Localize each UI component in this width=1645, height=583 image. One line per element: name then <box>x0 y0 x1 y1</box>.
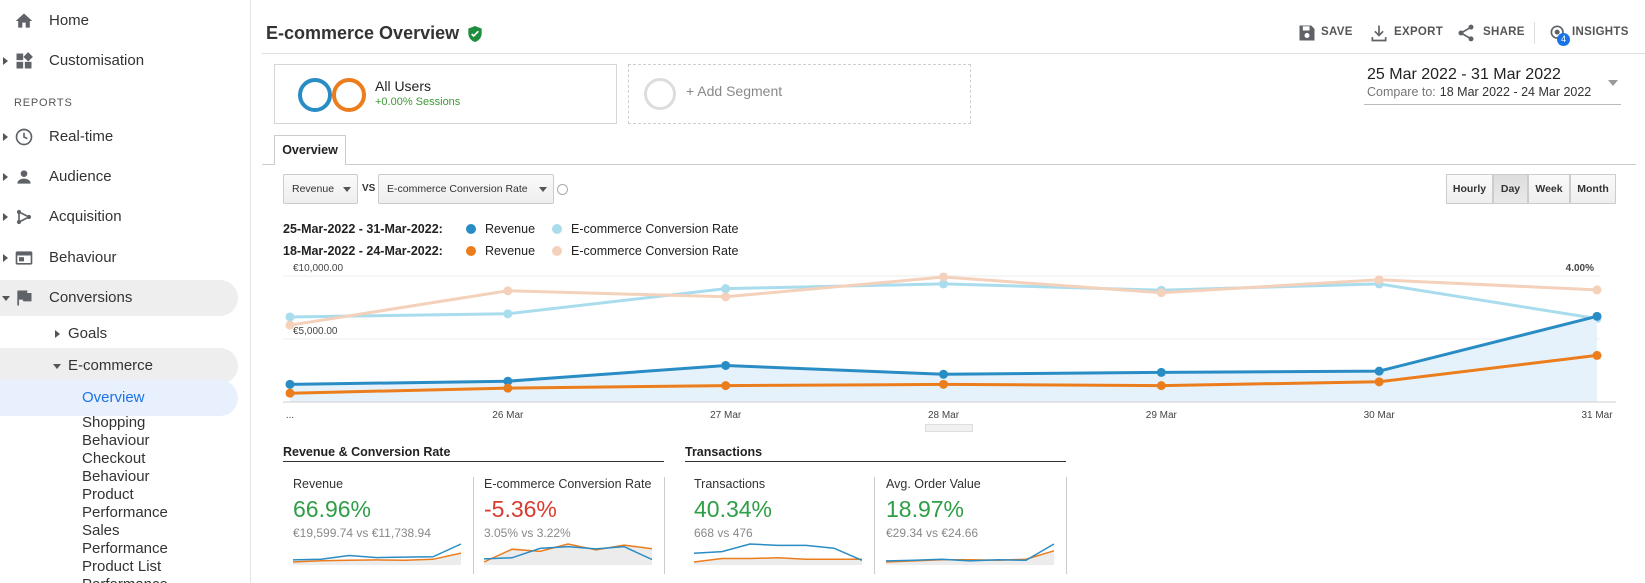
group-title: Transactions <box>685 445 763 459</box>
nav-icon <box>15 251 33 265</box>
page-title: E-commerce Overview <box>266 23 460 43</box>
granularity-button[interactable]: Day <box>1493 174 1528 204</box>
card-divider <box>874 477 875 574</box>
card-change: 18.97% <box>886 496 965 522</box>
tab[interactable]: Overview <box>274 135 346 165</box>
card-label: E-commerce Conversion Rate <box>484 477 652 491</box>
expand-caret <box>53 364 61 369</box>
expand-caret <box>3 213 8 221</box>
segment-ring <box>332 78 366 112</box>
sidebar: Home Customisation REPORTS Real-time Audienc… <box>0 0 250 583</box>
header-action[interactable]: INSIGHTS <box>1572 26 1629 38</box>
nav-highlight <box>0 348 238 384</box>
chart-resize-handle[interactable] <box>925 424 973 432</box>
card-divider <box>473 477 474 574</box>
card-label: Avg. Order Value <box>886 477 981 491</box>
page-header: E-commerce Overview <box>266 23 483 44</box>
nav-highlight <box>0 380 238 416</box>
expand-caret <box>2 296 10 301</box>
nav-highlight <box>0 280 238 316</box>
card-comparison: 3.05% vs 3.22% <box>484 526 571 540</box>
date-range[interactable]: 25 Mar 2022 - 31 Mar 2022 <box>1367 66 1561 83</box>
date-caret[interactable] <box>1608 80 1618 86</box>
granularity-button[interactable]: Week <box>1528 174 1570 204</box>
section-label: REPORTS <box>14 97 73 109</box>
nav-icon <box>16 209 32 225</box>
card-change: 66.96% <box>293 496 372 522</box>
group-title: Revenue & Conversion Rate <box>283 445 451 459</box>
nav-item[interactable]: Real-time <box>49 128 114 145</box>
nav-item[interactable]: Customisation <box>49 52 145 69</box>
group-underline <box>283 461 664 462</box>
expand-caret <box>3 133 8 141</box>
compare-label: Compare to: <box>1367 85 1436 99</box>
granularity-button[interactable]: Hourly <box>1446 174 1493 204</box>
nav-item[interactable]: Product Performance <box>82 486 168 521</box>
segment-change: +0.00% Sessions <box>375 96 461 108</box>
card-label: Transactions <box>694 477 766 491</box>
nav-item[interactable]: Audience <box>49 168 112 185</box>
compare-row: Compare to: 18 Mar 2022 - 24 Mar 2022 <box>1367 85 1591 99</box>
compare-range: 18 Mar 2022 - 24 Mar 2022 <box>1439 85 1592 99</box>
action-divider <box>1534 22 1535 44</box>
segment-name: All Users <box>375 78 432 94</box>
nav-icon <box>17 290 32 306</box>
nav-icon <box>15 13 33 28</box>
segment-ring <box>298 78 332 112</box>
card-label: Revenue <box>293 477 344 491</box>
nav-item[interactable]: Sales Performance <box>82 522 168 557</box>
header-action[interactable]: SHARE <box>1483 26 1525 38</box>
metric-dropdown[interactable]: E-commerce Conversion Rate <box>378 174 554 204</box>
nav-item[interactable]: Overview <box>82 389 145 406</box>
add-segment-ring <box>644 78 676 110</box>
expand-caret <box>3 254 8 262</box>
remove-metric[interactable] <box>557 184 568 195</box>
granularity-button[interactable]: Month <box>1570 174 1616 204</box>
action-icon <box>1371 25 1387 42</box>
dropdown-text: Revenue <box>292 183 335 195</box>
dropdown-caret <box>539 187 547 192</box>
nav-item[interactable]: Product List Performance <box>82 558 168 583</box>
add-segment[interactable] <box>628 64 971 124</box>
expand-caret <box>3 57 8 65</box>
card-comparison: 668 vs 476 <box>694 526 753 540</box>
tab-line <box>262 164 1636 165</box>
nav-item[interactable]: E-commerce <box>68 357 154 374</box>
nav-item[interactable]: Conversions <box>49 289 133 306</box>
card-comparison: €29.34 vs €24.66 <box>886 526 979 540</box>
header-divider <box>262 53 1645 54</box>
expand-caret <box>3 173 8 181</box>
nav-item[interactable]: Checkout Behaviour <box>82 450 150 485</box>
header-action[interactable]: SAVE <box>1321 26 1353 38</box>
add-segment-label[interactable]: + Add Segment <box>686 83 783 99</box>
group-underline <box>685 461 1066 462</box>
card-divider <box>1066 477 1067 574</box>
dropdown-text: E-commerce Conversion Rate <box>387 183 528 195</box>
action-icon <box>1458 24 1474 42</box>
expand-caret <box>55 330 60 338</box>
nav-item[interactable]: Acquisition <box>49 208 122 225</box>
dropdown-caret <box>343 187 351 192</box>
metric-dropdown[interactable]: Revenue <box>283 174 358 204</box>
nav-icon <box>15 128 33 146</box>
card-divider <box>664 477 665 574</box>
card-change: -5.36% <box>484 496 557 522</box>
header-action[interactable]: EXPORT <box>1394 26 1444 38</box>
card-change: 40.34% <box>694 496 773 522</box>
card-comparison: €19,599.74 vs €11,738.94 <box>293 526 431 540</box>
nav-item[interactable]: Home <box>49 12 90 29</box>
action-icon <box>1299 25 1315 41</box>
nav-icon <box>16 52 33 69</box>
nav-item[interactable]: Behaviour <box>49 249 117 266</box>
date-underline <box>1364 104 1621 105</box>
nav-icon <box>17 170 31 184</box>
nav-item[interactable]: Shopping Behaviour <box>82 414 150 449</box>
insights-badge: 4 <box>1557 33 1570 46</box>
nav-item[interactable]: Goals <box>68 325 108 342</box>
vs-label: VS <box>362 183 376 194</box>
verified-icon <box>468 25 482 42</box>
